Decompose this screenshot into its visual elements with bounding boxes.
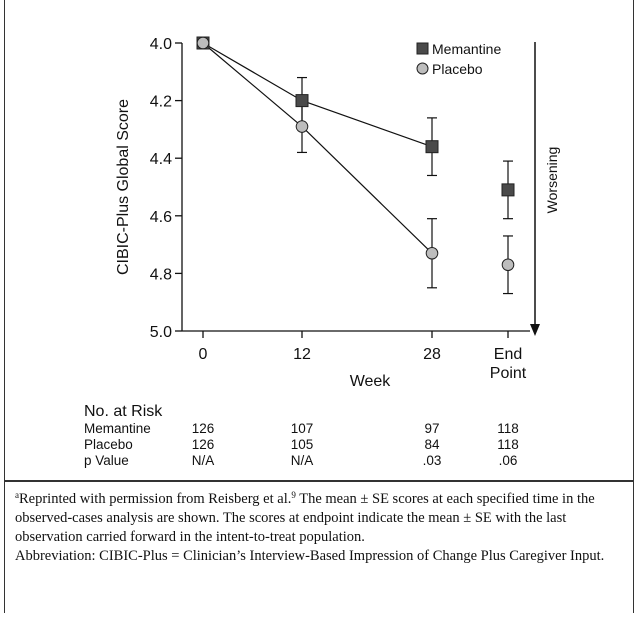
- risk-row-label: Memantine: [84, 421, 151, 436]
- risk-cell: .03: [423, 453, 442, 468]
- marker-placebo: [196, 36, 210, 50]
- series-markers: [196, 36, 515, 272]
- x-tick-label: 12: [293, 346, 311, 363]
- footnote-text-rest: The mean ± SE scores at each specified t…: [15, 491, 595, 545]
- footnote-a: aReprinted with permission from Reisberg…: [15, 490, 625, 547]
- marker-memantine: [295, 94, 309, 108]
- footnote-box: aReprinted with permission from Reisberg…: [4, 481, 634, 613]
- marker-memantine: [501, 183, 515, 197]
- x-tick-label: 28: [423, 346, 441, 363]
- risk-table-title: No. at Risk: [84, 403, 163, 420]
- worsening-arrow-head: [530, 324, 540, 336]
- series-line-placebo: [202, 42, 433, 254]
- risk-cell: 105: [291, 437, 314, 452]
- marker-placebo: [425, 246, 439, 260]
- footnotes: aReprinted with permission from Reisberg…: [15, 490, 625, 566]
- footnote-marker: a: [15, 490, 19, 500]
- legend-marker-placebo: [416, 62, 429, 75]
- figure-frame: [4, 0, 634, 481]
- x-tick-label-line: End: [494, 346, 522, 363]
- risk-cell: 126: [192, 421, 215, 436]
- legend: Memantine Placebo: [416, 41, 501, 77]
- risk-row-label: Placebo: [84, 437, 133, 452]
- risk-row-label: p Value: [84, 453, 129, 468]
- risk-cell: 118: [497, 437, 519, 452]
- x-tick-label: End Point: [490, 346, 527, 382]
- risk-cell: .06: [499, 453, 518, 468]
- marker-memantine: [425, 140, 439, 154]
- risk-cell: N/A: [192, 453, 215, 468]
- footnote-text-start: Reprinted with permission from Reisberg …: [19, 491, 292, 507]
- risk-cell: 107: [291, 421, 314, 436]
- reference-number: 9: [291, 490, 296, 500]
- abbreviation-note: Abbreviation: CIBIC-Plus = Clinician’s I…: [15, 548, 605, 564]
- y-axis-title: CIBIC-Plus Global Score: [115, 99, 132, 275]
- worsening-label: Worsening: [544, 147, 560, 214]
- y-tick-label: 4.6: [150, 209, 172, 226]
- series-line-memantine: [202, 42, 433, 148]
- legend-label-memantine: Memantine: [432, 41, 501, 57]
- x-tick-label-line: Point: [490, 365, 527, 382]
- y-tick-label: 4.4: [150, 151, 172, 168]
- marker-placebo: [501, 258, 515, 272]
- legend-marker-memantine: [416, 42, 429, 55]
- chart-axes: 4.0 4.2 4.4 4.6 4.8 5.0 0 12 28 End Point CIBIC-Plu…: [115, 36, 560, 390]
- y-tick-label: 4.0: [150, 36, 172, 53]
- risk-cell: N/A: [291, 453, 314, 468]
- risk-cell: 84: [424, 437, 440, 452]
- risk-cell: 97: [424, 421, 439, 436]
- y-tick-label: 4.8: [150, 266, 172, 283]
- legend-label-placebo: Placebo: [432, 61, 483, 77]
- y-tick-label: 4.2: [150, 94, 172, 111]
- series-lines: [202, 42, 513, 295]
- y-tick-label: 5.0: [150, 324, 172, 341]
- chart: 4.0 4.2 4.4 4.6 4.8 5.0 0 12 28 End Point CIBIC-Plu…: [84, 36, 560, 468]
- x-tick-label: 0: [199, 346, 208, 363]
- x-axis-title: Week: [350, 373, 392, 390]
- risk-cell: 126: [192, 437, 215, 452]
- risk-cell: 118: [497, 421, 519, 436]
- marker-placebo: [295, 120, 309, 133]
